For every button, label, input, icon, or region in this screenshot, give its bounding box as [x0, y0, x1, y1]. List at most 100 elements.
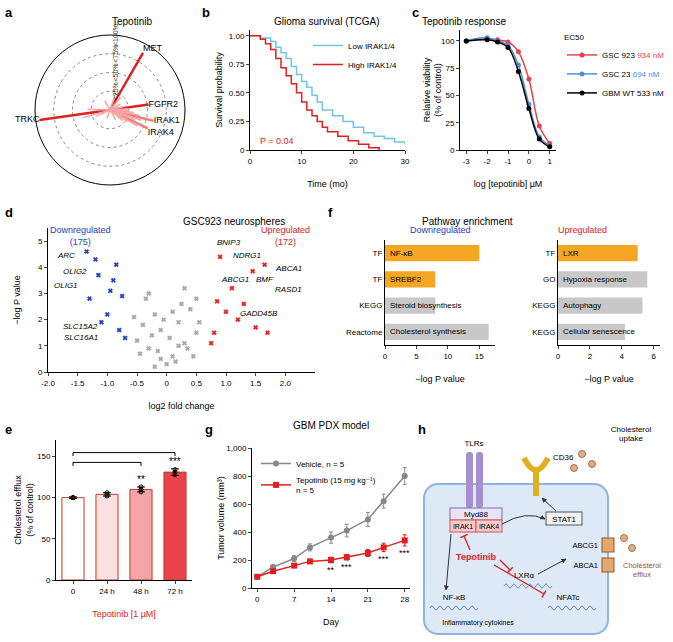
svg-text:-3: -3 — [463, 157, 471, 166]
svg-text:g: g — [205, 422, 213, 437]
svg-text:Cholesterol synthesis: Cholesterol synthesis — [390, 327, 466, 336]
svg-text:2.0: 2.0 — [280, 379, 292, 388]
svg-text:TF: TF — [373, 275, 383, 284]
svg-text:1,000: 1,000 — [226, 444, 247, 453]
svg-text:Tepotinib: Tepotinib — [112, 16, 152, 27]
svg-text:Myd88: Myd88 — [464, 510, 489, 519]
svg-text:0.25: 0.25 — [229, 117, 245, 126]
svg-text:Day: Day — [323, 617, 340, 627]
svg-text:IRAK4: IRAK4 — [148, 127, 174, 137]
svg-text:1.0: 1.0 — [220, 379, 232, 388]
svg-text:KEGG: KEGG — [359, 301, 382, 310]
svg-text:-1: -1 — [504, 157, 512, 166]
svg-text:72 h: 72 h — [167, 587, 183, 596]
svg-text:0.5: 0.5 — [191, 379, 203, 388]
svg-text:0: 0 — [71, 587, 76, 596]
svg-text:10: 10 — [443, 352, 452, 361]
svg-text:Tumor volume (mm³): Tumor volume (mm³) — [216, 476, 226, 560]
svg-text:Low IRAK1/4: Low IRAK1/4 — [348, 42, 395, 51]
svg-text:Hypoxia response: Hypoxia response — [563, 275, 628, 284]
svg-text:2: 2 — [588, 352, 593, 361]
svg-text:ARC: ARC — [57, 251, 75, 260]
svg-text:1: 1 — [38, 342, 43, 351]
svg-text:EC50: EC50 — [564, 33, 585, 42]
svg-text:Relative viability(% of contro: Relative viability(% of control) — [422, 57, 444, 122]
svg-text:-1.5: -1.5 — [71, 379, 85, 388]
svg-text:OLIG1: OLIG1 — [54, 281, 78, 290]
svg-text:f: f — [328, 205, 333, 220]
svg-text:IRAK1: IRAK1 — [453, 523, 473, 530]
svg-text:7: 7 — [292, 595, 297, 604]
svg-text:TF: TF — [373, 249, 383, 258]
svg-text:efflux: efflux — [633, 570, 651, 579]
svg-text:100: 100 — [441, 37, 455, 46]
svg-text:Cholesterol: Cholesterol — [611, 425, 652, 434]
svg-text:-0.5: -0.5 — [130, 379, 144, 388]
svg-text:0: 0 — [383, 352, 388, 361]
svg-text:Downregulated(175): Downregulated(175) — [50, 225, 111, 247]
svg-text:GBM WT 533 nM: GBM WT 533 nM — [602, 89, 664, 98]
svg-text:***: *** — [341, 562, 352, 572]
svg-text:ABCA1: ABCA1 — [275, 264, 302, 273]
svg-text:***: *** — [378, 554, 389, 564]
svg-text:10: 10 — [297, 157, 306, 166]
svg-text:0: 0 — [255, 595, 260, 604]
svg-text:SLC16A1: SLC16A1 — [64, 333, 98, 342]
svg-text:−log P value: −log P value — [584, 374, 634, 384]
svg-text:14: 14 — [327, 595, 336, 604]
svg-text:a: a — [5, 5, 13, 20]
svg-text:<25%: <25% — [112, 82, 119, 100]
svg-text:STAT1: STAT1 — [552, 515, 576, 524]
svg-text:GSC923 neurospheres: GSC923 neurospheres — [183, 216, 285, 227]
svg-text:GO: GO — [543, 275, 555, 284]
svg-text:1: 1 — [548, 157, 553, 166]
svg-text:600: 600 — [233, 500, 247, 509]
svg-text:b: b — [202, 5, 210, 20]
svg-text:e: e — [5, 422, 12, 437]
svg-text:P = 0.04: P = 0.04 — [260, 136, 294, 146]
svg-text:30: 30 — [401, 157, 410, 166]
svg-text:−log P value: −log P value — [12, 275, 22, 325]
svg-text:***: *** — [169, 456, 181, 467]
svg-text:FGFR2: FGFR2 — [149, 99, 179, 109]
svg-text:SLC15A2: SLC15A2 — [63, 322, 98, 331]
svg-text:4: 4 — [38, 263, 43, 272]
svg-text:Autophagy: Autophagy — [563, 301, 601, 310]
svg-text:5: 5 — [414, 352, 419, 361]
svg-text:Cholesterol: Cholesterol — [623, 561, 661, 570]
svg-text:0: 0 — [450, 146, 455, 155]
svg-text:5: 5 — [38, 237, 43, 246]
svg-text:Steroid biosynthesis: Steroid biosynthesis — [390, 301, 462, 310]
svg-text:0.75: 0.75 — [229, 60, 245, 69]
svg-text:TLRs: TLRs — [464, 439, 483, 448]
svg-text:200: 200 — [233, 556, 247, 565]
svg-text:Cholesterol efflux(% of contro: Cholesterol efflux(% of control) — [13, 475, 35, 545]
svg-text:800: 800 — [233, 472, 247, 481]
svg-text:Survival probability: Survival probability — [214, 52, 224, 128]
svg-text:50: 50 — [41, 535, 50, 544]
svg-text:20: 20 — [349, 157, 358, 166]
svg-text:NFATc: NFATc — [557, 593, 580, 602]
svg-text:***: *** — [399, 548, 410, 558]
svg-text:-1.0: -1.0 — [100, 379, 114, 388]
svg-text:4: 4 — [620, 352, 625, 361]
svg-text:Cellular senescence: Cellular senescence — [563, 327, 636, 336]
svg-text:Tepotinib: Tepotinib — [456, 552, 496, 562]
svg-text:75: 75 — [445, 64, 454, 73]
svg-text:0: 0 — [240, 146, 245, 155]
svg-text:<50%: <50% — [112, 63, 119, 81]
svg-text:Vehicle, n = 5: Vehicle, n = 5 — [296, 460, 345, 469]
svg-text:High IRAK1/4: High IRAK1/4 — [348, 61, 397, 70]
svg-text:Upregulated: Upregulated — [558, 225, 607, 235]
svg-text:Pathway enrichment: Pathway enrichment — [422, 216, 513, 227]
svg-text:**: ** — [327, 565, 335, 575]
svg-text:KEGG: KEGG — [532, 328, 555, 337]
svg-text:150: 150 — [37, 452, 51, 461]
svg-text:Downregulated: Downregulated — [410, 225, 471, 235]
svg-text:0.50: 0.50 — [229, 89, 245, 98]
svg-text:log2 fold change: log2 fold change — [148, 401, 214, 411]
svg-text:-2: -2 — [484, 157, 492, 166]
svg-text:50: 50 — [445, 91, 454, 100]
svg-text:Inflammatory cytokines: Inflammatory cytokines — [442, 619, 514, 627]
svg-text:IRAK1: IRAK1 — [154, 115, 180, 125]
